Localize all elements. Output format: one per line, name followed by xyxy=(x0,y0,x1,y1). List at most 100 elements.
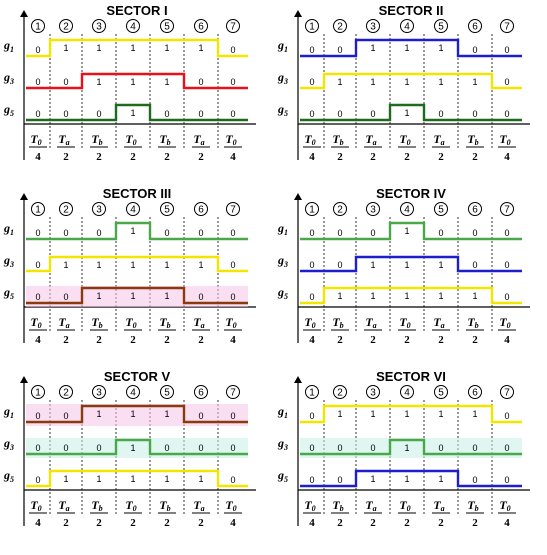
bit-value: 0 xyxy=(198,228,203,238)
signal-label-g5: g5 xyxy=(277,102,288,118)
bit-value: 0 xyxy=(198,292,203,302)
duration-denominator: 2 xyxy=(337,517,343,529)
duration-numerator: Ta xyxy=(58,315,69,330)
interval-number: 7 xyxy=(504,205,510,216)
signal-waveform xyxy=(26,255,248,273)
interval-number-circle xyxy=(194,202,208,216)
duration-numerator: Tb xyxy=(159,315,170,330)
bit-value: 1 xyxy=(164,260,169,270)
bit-value: 0 xyxy=(35,411,40,421)
bit-value: 1 xyxy=(337,77,342,87)
duration-numerator: Tb xyxy=(91,315,102,330)
duration-denominator: 2 xyxy=(370,334,376,346)
y-axis-arrow xyxy=(294,193,302,200)
bit-value: 0 xyxy=(230,292,235,302)
duration-numerator: Ta xyxy=(193,315,204,330)
bit-value: 0 xyxy=(35,292,40,302)
duration-numerator: T0 xyxy=(225,315,236,330)
bit-value: 1 xyxy=(472,291,477,301)
bit-value: 1 xyxy=(404,443,409,453)
signal-waveform xyxy=(300,255,522,273)
signal-label-g1: g1 xyxy=(3,221,14,237)
duration-numerator: T0 xyxy=(125,498,136,513)
duration-denominator: 2 xyxy=(164,517,170,529)
duration-denominator: 2 xyxy=(438,334,444,346)
bit-value: 0 xyxy=(337,228,342,238)
bit-value: 0 xyxy=(472,109,477,119)
duration-numerator: Ta xyxy=(58,498,69,513)
bit-value: 1 xyxy=(404,77,409,87)
bit-value: 0 xyxy=(35,77,40,87)
bit-value: 1 xyxy=(63,260,68,270)
bit-value: 0 xyxy=(370,228,375,238)
interval-number-circle xyxy=(468,19,482,33)
y-axis-arrow xyxy=(294,10,302,17)
interval-number: 3 xyxy=(370,388,376,399)
duration-denominator: 2 xyxy=(96,334,102,346)
bit-value: 1 xyxy=(198,474,203,484)
duration-denominator: 2 xyxy=(96,517,102,529)
y-axis-arrow xyxy=(294,376,302,383)
bit-value: 1 xyxy=(337,409,342,419)
duration-denominator: 4 xyxy=(230,151,236,163)
signal-waveform xyxy=(300,438,522,456)
interval-number: 4 xyxy=(130,388,136,399)
signal-label-g3: g3 xyxy=(277,436,288,452)
bit-value: 0 xyxy=(164,109,169,119)
duration-numerator: Tb xyxy=(332,498,343,513)
interval-number: 6 xyxy=(472,22,478,33)
interval-number-circle xyxy=(31,202,45,216)
interval-number-circle xyxy=(305,385,319,399)
bit-value: 1 xyxy=(198,43,203,53)
duration-numerator: T0 xyxy=(499,132,510,147)
bit-value: 0 xyxy=(230,77,235,87)
signal-waveform xyxy=(26,469,248,488)
bit-value: 1 xyxy=(198,260,203,270)
interval-number: 4 xyxy=(130,22,136,33)
interval-number: 2 xyxy=(63,388,69,399)
bit-value: 1 xyxy=(404,409,409,419)
duration-denominator: 2 xyxy=(198,517,204,529)
duration-denominator: 4 xyxy=(309,334,315,346)
bit-value: 0 xyxy=(309,228,314,238)
interval-number-circle xyxy=(59,385,73,399)
bit-value: 0 xyxy=(35,475,40,485)
interval-number-circle xyxy=(333,202,347,216)
interval-number-circle xyxy=(400,19,414,33)
bit-value: 0 xyxy=(309,443,314,453)
bit-value: 0 xyxy=(472,45,477,55)
interval-number-circle xyxy=(160,385,174,399)
bit-value: 0 xyxy=(309,109,314,119)
interval-number: 1 xyxy=(35,22,41,33)
duration-numerator: Tb xyxy=(91,132,102,147)
interval-number: 3 xyxy=(96,22,102,33)
duration-numerator: Tb xyxy=(332,315,343,330)
duration-denominator: 4 xyxy=(230,517,236,529)
bit-value: 0 xyxy=(230,411,235,421)
signal-waveform xyxy=(26,38,248,58)
bit-value: 0 xyxy=(337,109,342,119)
sector-title: SECTOR V xyxy=(104,369,171,384)
bit-value: 1 xyxy=(370,291,375,301)
duration-denominator: 4 xyxy=(504,151,510,163)
sector-panel: SECTOR V 1 2 3 4 5 6 7 g1 0 0 1 1 1 0 0 g3 0 0 0 1 0 0 0 g5 0 1 1 1 1… xyxy=(3,369,256,529)
bit-value: 1 xyxy=(404,43,409,53)
interval-number-circle xyxy=(160,202,174,216)
interval-number: 2 xyxy=(63,205,69,216)
interval-number-circle xyxy=(468,202,482,216)
signal-waveform xyxy=(300,404,522,424)
signal-label-g1: g1 xyxy=(3,404,14,420)
interval-number: 1 xyxy=(35,205,41,216)
interval-number: 3 xyxy=(96,205,102,216)
bit-value: 1 xyxy=(370,260,375,270)
signal-label-g1: g1 xyxy=(277,38,288,54)
interval-number: 4 xyxy=(404,205,410,216)
duration-denominator: 2 xyxy=(472,151,478,163)
signal-label-g3: g3 xyxy=(3,70,14,86)
bit-value: 0 xyxy=(35,228,40,238)
bit-value: 0 xyxy=(370,443,375,453)
bit-value: 0 xyxy=(96,228,101,238)
interval-number: 1 xyxy=(309,388,315,399)
duration-numerator: T0 xyxy=(304,498,315,513)
